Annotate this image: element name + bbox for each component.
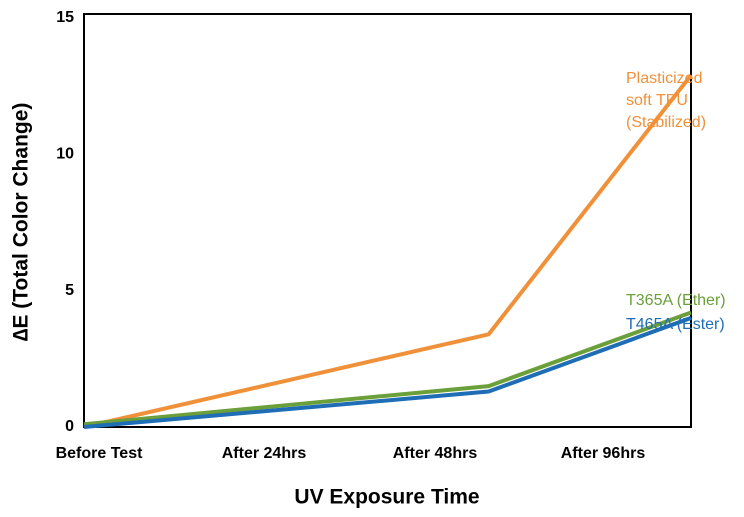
series-label: T465A (Ester)	[626, 316, 725, 333]
y-tick-label: 5	[65, 282, 74, 299]
series-label: Plasticized soft TPU (Stabilized)	[626, 70, 706, 131]
y-tick-label: 0	[65, 418, 74, 435]
y-axis-title: ∆E (Total Color Change)	[10, 103, 33, 342]
y-tick-label: 10	[56, 146, 74, 163]
series-label: T365A (Ether)	[626, 292, 726, 309]
y-tick-label: 15	[56, 9, 74, 26]
x-tick-label: After 48hrs	[393, 445, 478, 462]
x-tick-label: After 96hrs	[561, 445, 646, 462]
series-line	[83, 74, 693, 429]
x-tick-label: After 24hrs	[222, 445, 307, 462]
x-tick-label: Before Test	[56, 445, 144, 462]
plot-frame	[83, 13, 692, 428]
series-line	[83, 310, 692, 427]
series-line	[83, 316, 692, 429]
x-axis-title: UV Exposure Time	[294, 486, 479, 509]
